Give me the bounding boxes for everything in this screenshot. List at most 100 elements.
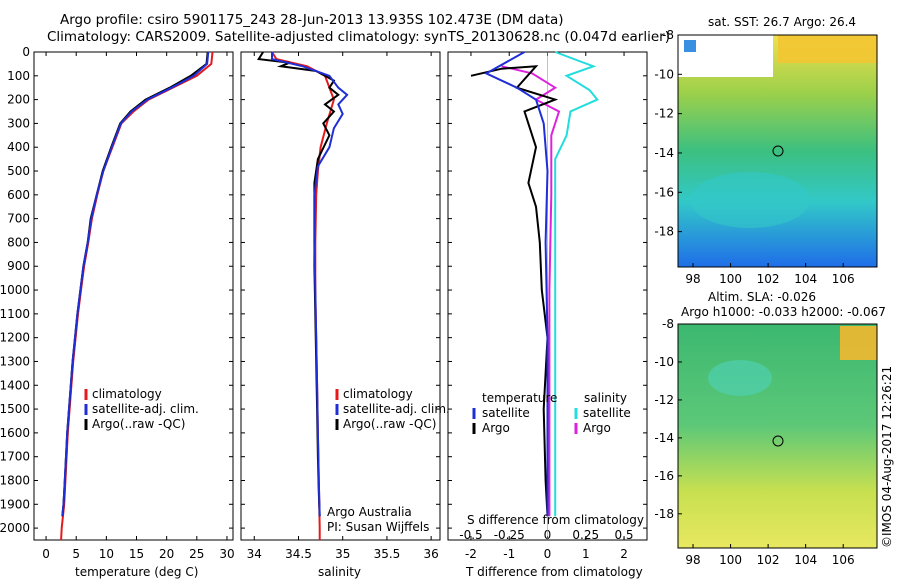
map-x-tick-label: 100 <box>719 272 742 286</box>
map-x-tick-label: 106 <box>832 272 855 286</box>
y-tick-label: 2000 <box>0 521 30 535</box>
sla-map-high-patch <box>708 360 772 396</box>
y-tick-label: 200 <box>7 93 30 107</box>
map-y-tick-label: -12 <box>654 107 674 121</box>
x-tick-label: 1 <box>582 547 590 561</box>
series-satellite-t <box>484 51 549 517</box>
y-tick-label: 700 <box>7 212 30 226</box>
salinity-panel: 34 34.5 35 35.5 36 salinity climatologysatel… <box>240 51 450 579</box>
series-argo-t <box>470 65 559 517</box>
legend-entry: Argo(..raw -QC) <box>343 417 436 431</box>
sla-map-warm-corner <box>840 326 877 360</box>
x-tick-label: -1 <box>503 547 515 561</box>
map-y-tick-label: -14 <box>654 146 674 160</box>
map-x-tick-label: 104 <box>794 553 817 567</box>
x-tick-label: -2 <box>465 547 477 561</box>
x-tick-label: 5 <box>72 547 80 561</box>
legend-header-salinity: salinity <box>584 391 627 405</box>
sla-map-frame <box>677 323 878 549</box>
y-tick-label: 1900 <box>0 497 30 511</box>
salinity-xlabel: salinity <box>318 565 361 579</box>
x-tick-label: 25 <box>189 547 204 561</box>
x-tick-label: 35 <box>335 547 350 561</box>
map-y-tick-label: -10 <box>654 355 674 369</box>
x-tick-label: 10 <box>99 547 114 561</box>
temperature-panel: 0100200300400500600700800900100011001200… <box>0 45 235 579</box>
sst-map-argo-location <box>772 145 784 157</box>
sla-map-argo-location <box>772 435 784 447</box>
salinity-ticks: 34 34.5 35 35.5 36 <box>241 51 440 561</box>
map-y-tick-label: -12 <box>654 393 674 407</box>
legend-entry: climatology <box>343 387 413 401</box>
sst-map-ticks: 98 100 102 104 106 -8 -10 -12 -14 -16 -18 <box>654 28 854 286</box>
map-x-tick-label: 104 <box>794 272 817 286</box>
x-tick-label: 35.5 <box>374 547 401 561</box>
map-y-tick-label: -18 <box>654 225 674 239</box>
legend-entry: satellite <box>482 406 530 420</box>
sst-map-panel: sat. SST: 26.7 Argo: 26.4 98 100 102 104 106… <box>654 15 878 286</box>
x-tick-label: 36 <box>424 547 439 561</box>
map-y-tick-label: -8 <box>662 28 674 42</box>
temperature-plot-frame <box>33 51 234 541</box>
temperature-series <box>60 51 214 541</box>
sst-map-warm-region <box>778 35 877 63</box>
y-tick-label: 1800 <box>0 473 30 487</box>
legend-entry: satellite <box>583 406 631 420</box>
y-tick-label: 300 <box>7 116 30 130</box>
map-y-tick-label: -16 <box>654 185 674 199</box>
top-x-tick-label: 0.25 <box>572 528 599 542</box>
x-tick-label: 2 <box>620 547 628 561</box>
x-tick-label: 34.5 <box>285 547 312 561</box>
series-satellite-adj-clim- <box>271 52 349 517</box>
legend-entry: Argo <box>583 421 611 435</box>
difference-panel: -2 -1 0 1 2-0.5 -0.25 0 0.25 0.5 S difference fr… <box>447 51 648 579</box>
x-tick-label: 0 <box>42 547 50 561</box>
legend-entry: climatology <box>92 387 162 401</box>
map-y-tick-label: -10 <box>654 67 674 81</box>
y-tick-label: 1000 <box>0 283 30 297</box>
map-y-tick-label: -16 <box>654 469 674 483</box>
x-tick-label: 34 <box>247 547 262 561</box>
map-x-tick-label: 102 <box>757 272 780 286</box>
legend-entry: Argo <box>482 421 510 435</box>
imos-timestamp: ©IMOS 04-Aug-2017 12:26:21 <box>880 365 894 548</box>
figure-title-line1: Argo profile: csiro 5901175_243 28-Jun-2… <box>60 12 564 28</box>
difference-series <box>470 51 599 540</box>
y-tick-label: 900 <box>7 259 30 273</box>
map-x-tick-label: 98 <box>685 553 700 567</box>
map-x-tick-label: 98 <box>685 272 700 286</box>
salinity-annotation-line2: PI: Susan Wijffels <box>327 520 429 534</box>
top-x-tick-label: 0.5 <box>614 528 633 542</box>
y-tick-label: 400 <box>7 140 30 154</box>
y-tick-label: 500 <box>7 164 30 178</box>
sst-map-cool-patch <box>684 40 696 52</box>
top-x-tick-label: -0.25 <box>494 528 525 542</box>
sla-map-ticks: 98 100 102 104 106 -8 -10 -12 -14 -16 -18 <box>654 317 854 567</box>
x-tick-label: 20 <box>159 547 174 561</box>
y-tick-label: 1100 <box>0 307 30 321</box>
y-tick-label: 1400 <box>0 378 30 392</box>
temperature-xlabel: temperature (deg C) <box>75 565 198 579</box>
temperature-ticks: 0100200300400500600700800900100011001200… <box>0 45 235 561</box>
y-tick-label: 1600 <box>0 426 30 440</box>
legend-entry: satellite-adj. clim. <box>343 402 450 416</box>
map-x-tick-label: 102 <box>757 553 780 567</box>
map-y-tick-label: -18 <box>654 507 674 521</box>
salinity-plot-frame <box>240 51 441 541</box>
sst-map-title: sat. SST: 26.7 Argo: 26.4 <box>708 15 856 29</box>
series-satellite-adj-clim- <box>61 51 210 517</box>
series-argo-s <box>501 65 561 517</box>
legend-entry: Argo(..raw -QC) <box>92 417 185 431</box>
map-y-tick-label: -8 <box>662 317 674 331</box>
y-tick-label: 600 <box>7 188 30 202</box>
y-tick-label: 100 <box>7 69 30 83</box>
top-x-tick-label: -0.5 <box>459 528 482 542</box>
series-climatology <box>60 51 214 541</box>
difference-xlabel: T difference from climatology <box>465 565 643 579</box>
y-tick-label: 1700 <box>0 450 30 464</box>
sst-map-cyan-patch <box>690 172 810 228</box>
